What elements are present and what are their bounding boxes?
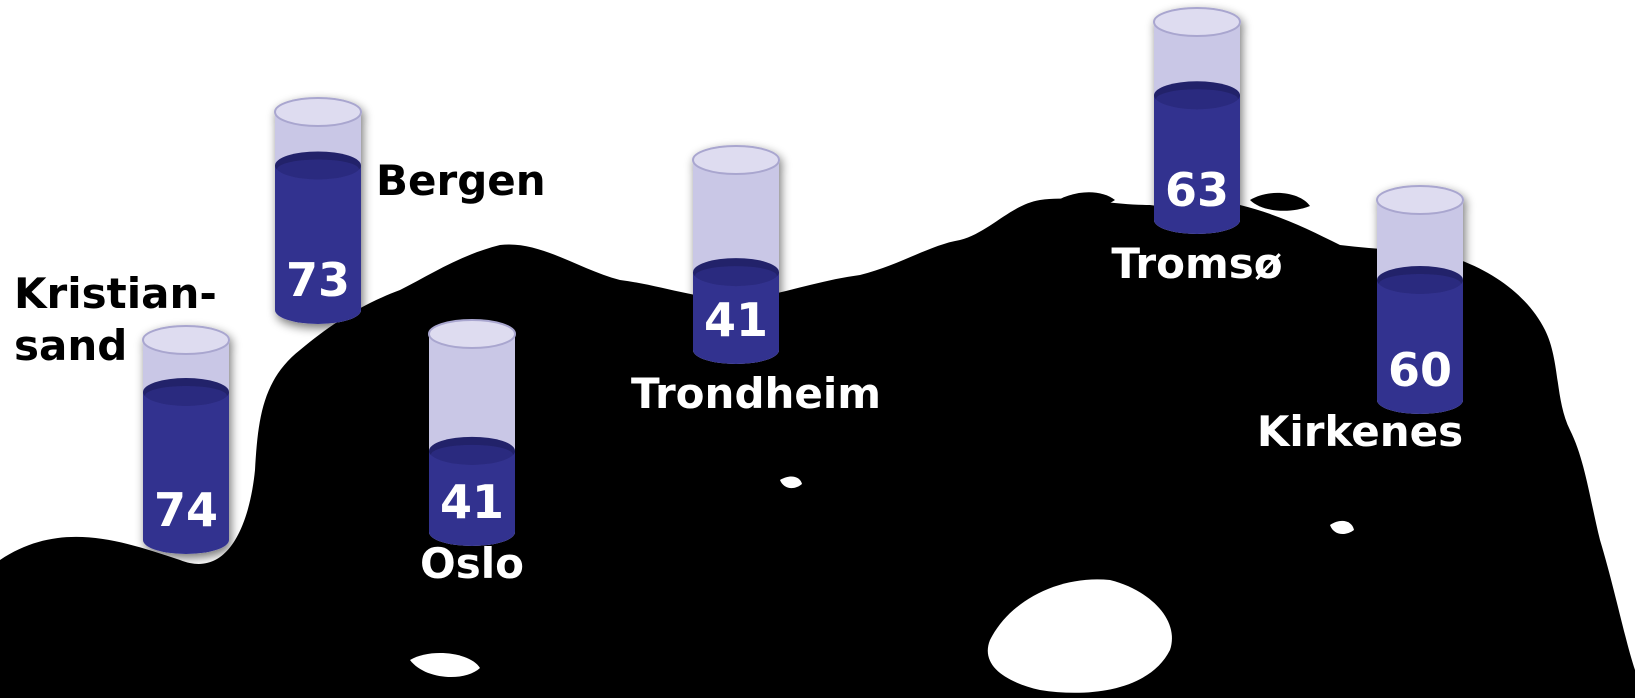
city-gauges: 74 73 41 41 63 60 — [142, 7, 1464, 554]
gauge-liquid-surface-highlight — [431, 444, 513, 465]
gauge-oslo — [428, 319, 516, 546]
gauge-tromso — [1153, 7, 1241, 234]
city-name-kirkenes: Kirkenes — [1257, 407, 1463, 456]
city-name-kristiansand: sand — [14, 321, 127, 370]
gauge-liquid-surface-highlight — [277, 159, 359, 180]
gauge-liquid — [1154, 95, 1240, 234]
gauge-bergen — [274, 97, 362, 324]
coastal-island — [1250, 192, 1310, 211]
gauge-liquid — [1377, 280, 1463, 414]
lake-small — [1330, 520, 1354, 535]
city-name-oslo: Oslo — [420, 539, 524, 588]
lake-small — [780, 476, 802, 489]
gauge-liquid-surface-highlight — [1379, 274, 1461, 294]
gauge-value-kirkenes: 60 — [1388, 343, 1452, 397]
gauge-rim — [1153, 7, 1241, 37]
city-name-bergen: Bergen — [376, 156, 546, 205]
gauge-liquid — [143, 392, 229, 554]
gauge-value-oslo: 41 — [440, 475, 504, 529]
gauge-rim — [692, 145, 780, 175]
city-name-trondheim: Trondheim — [631, 369, 881, 418]
gauge-liquid — [275, 165, 361, 324]
gauge-kirkenes — [1376, 185, 1464, 414]
gauge-value-kristiansand: 74 — [154, 483, 218, 537]
gauge-liquid-surface-highlight — [1156, 89, 1238, 110]
gauge-liquid — [429, 450, 515, 546]
gauge-rim — [1376, 185, 1464, 215]
gauge-rim — [274, 97, 362, 127]
gauge-kristiansand — [142, 325, 230, 554]
gauge-value-tromso: 63 — [1165, 163, 1229, 217]
gauge-liquid-surface-highlight — [145, 386, 227, 406]
lake-small — [410, 653, 480, 678]
city-name-tromso: Tromsø — [1111, 239, 1282, 288]
city-labels: Kristian-sand Bergen Oslo Trondheim Tromsø Ki… — [14, 156, 1463, 588]
gauge-value-trondheim: 41 — [704, 293, 768, 347]
coastal-island — [1050, 192, 1115, 211]
gauge-trondheim — [692, 145, 780, 364]
lakes — [410, 476, 1354, 693]
lake-vanern — [987, 579, 1172, 693]
gauge-rim — [142, 325, 230, 355]
gauge-liquid — [693, 272, 779, 364]
denmark-landmass — [110, 596, 320, 698]
city-name-kristiansand: Kristian- — [14, 269, 217, 318]
gauge-rim — [428, 319, 516, 349]
gauge-value-bergen: 73 — [286, 253, 350, 307]
norway-sweden-landmass — [0, 198, 1635, 698]
gauge-liquid-surface-highlight — [695, 266, 777, 287]
